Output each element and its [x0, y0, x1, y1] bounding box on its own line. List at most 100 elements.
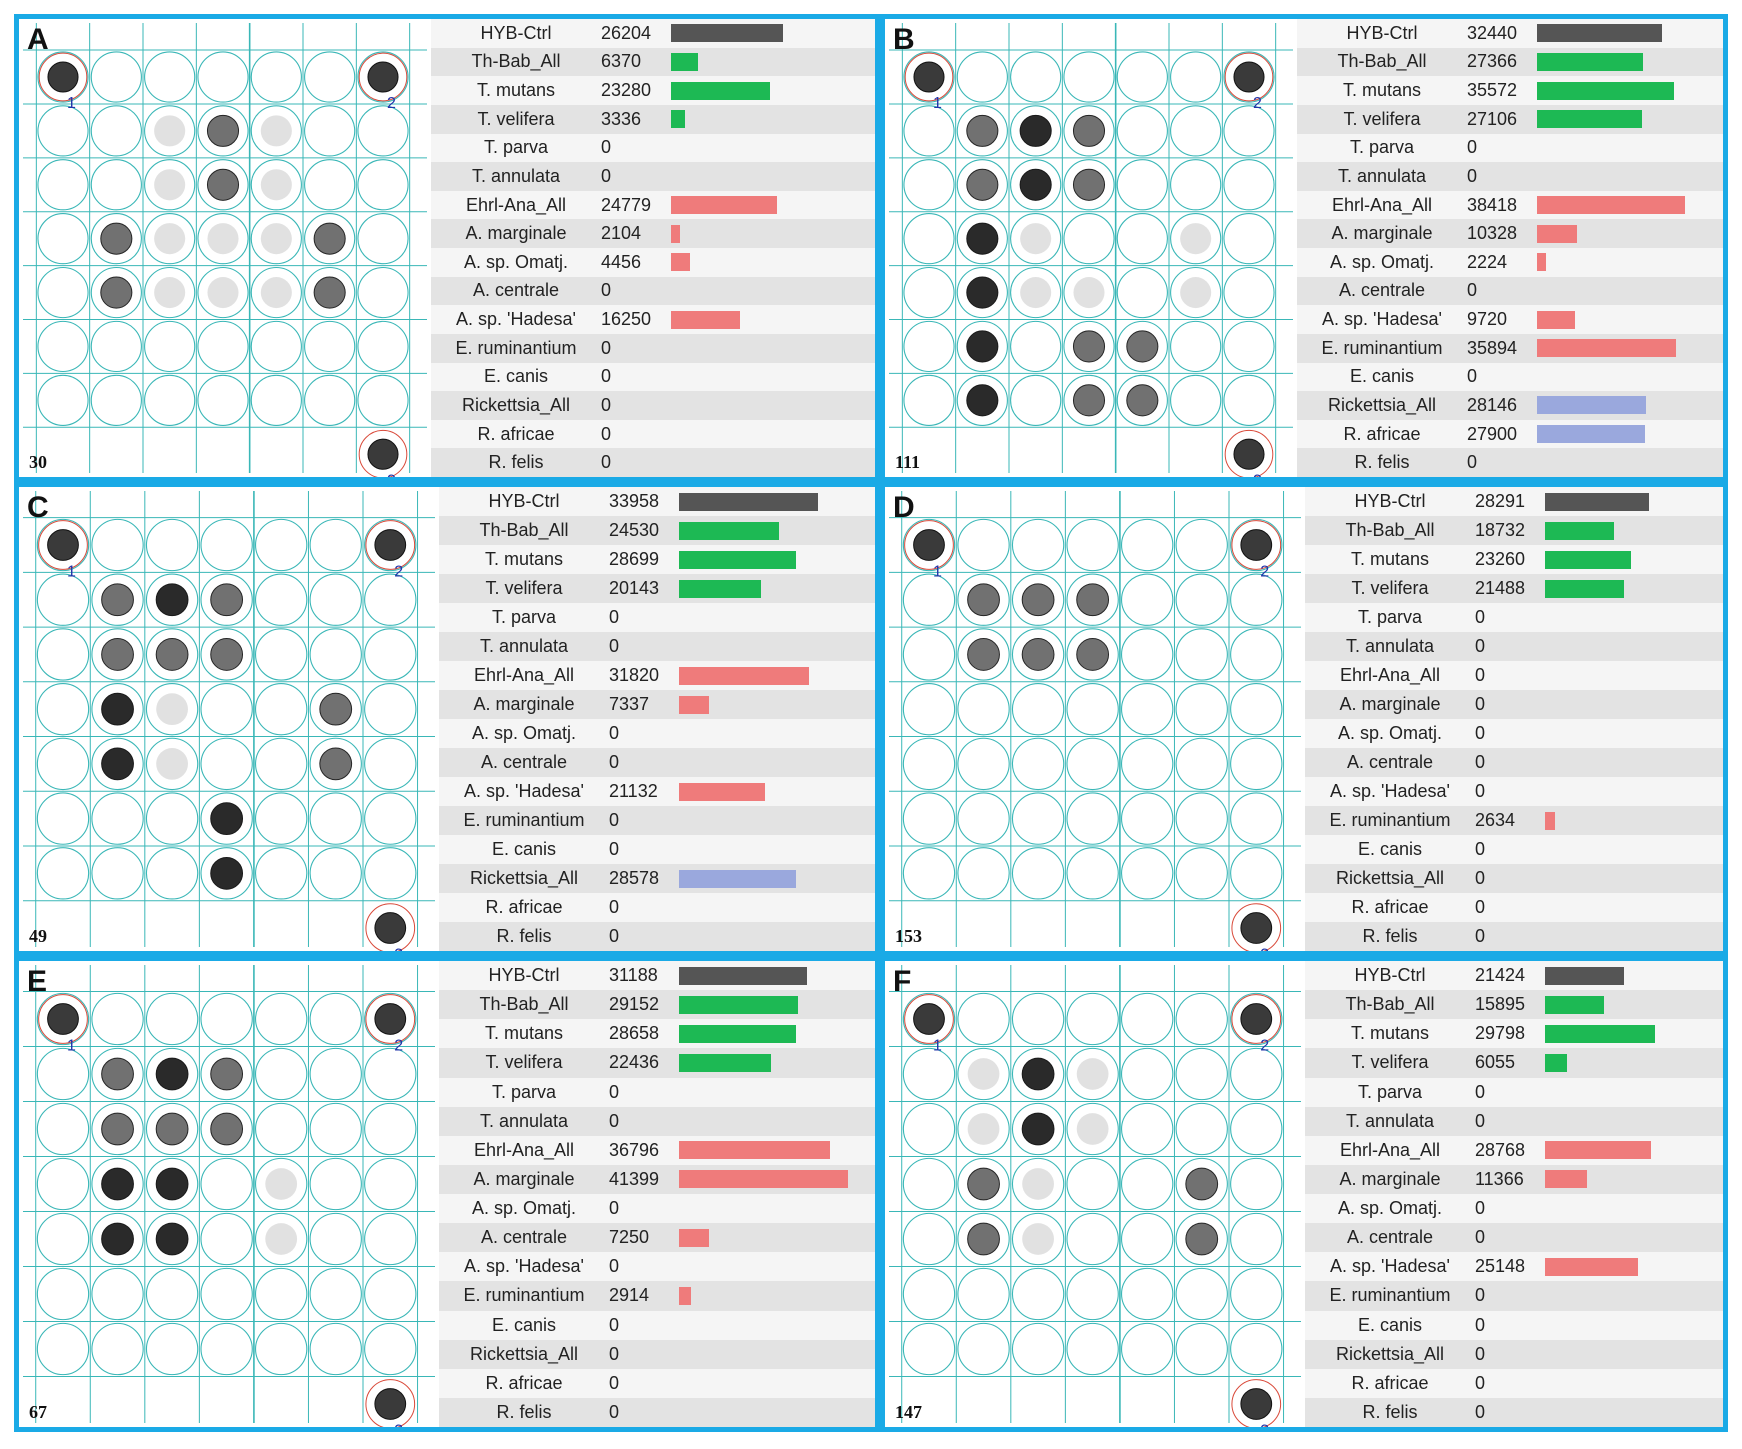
- marker-ring: [358, 429, 408, 477]
- marker-label: 3: [1253, 472, 1262, 477]
- grid-circle: [1063, 105, 1115, 157]
- probe-row: A. sp. Omatj. 2224: [1297, 248, 1723, 277]
- probe-name: Rickettsia_All: [469, 868, 579, 888]
- probe-name: A. sp. 'Hadesa': [464, 781, 584, 801]
- signal-bar: [679, 1141, 830, 1160]
- grid-circle: [304, 266, 356, 319]
- grid-circle: [364, 792, 417, 845]
- grid-circle: [145, 1047, 199, 1101]
- probe-name: E. ruminantium: [1329, 1285, 1451, 1306]
- probe-signal-value: 0: [1475, 897, 1486, 917]
- marker-spot: [374, 1003, 407, 1035]
- probe-signal-value: 33958: [609, 491, 660, 511]
- grid-circle: [364, 573, 417, 626]
- grid-circle: [1230, 628, 1283, 681]
- probe-name: HYB-Ctrl: [488, 965, 560, 986]
- marker-ring: [38, 994, 88, 1044]
- probe-signal-value: 7337: [609, 694, 650, 714]
- probe-name: A. marginale: [1339, 694, 1441, 714]
- probe-name: A. centrale: [480, 1227, 568, 1248]
- grid-circle: [1120, 992, 1174, 1046]
- probe-row: T. annulata 0: [431, 162, 875, 191]
- grid-circle: [364, 518, 417, 572]
- grid-circle: [357, 266, 409, 319]
- bar-cell: [671, 219, 875, 248]
- hybridization-spot: [207, 223, 239, 255]
- bar-cell: [679, 835, 875, 864]
- probe-name: A. marginale: [1331, 223, 1433, 244]
- grid-circle: [1175, 682, 1228, 736]
- bar-cell: [679, 1252, 875, 1281]
- probe-name: Th-Bab_All: [479, 994, 569, 1015]
- probe-name: R. africae: [477, 423, 555, 444]
- grid-circle: [91, 1267, 144, 1321]
- grid-circle: [200, 792, 253, 845]
- hybridization-spot: [155, 583, 189, 617]
- signal-bar: [679, 579, 762, 598]
- probe-name: T. parva: [1349, 137, 1415, 158]
- probe-name: R. felis: [488, 452, 544, 473]
- probe-row: T. mutans 29798: [1305, 1019, 1723, 1049]
- hybridization-spot: [967, 638, 1000, 671]
- grid-circle: [254, 1322, 308, 1376]
- probe-name: A. sp. 'Hadesa': [464, 1256, 584, 1277]
- hybridization-spot: [155, 1057, 189, 1091]
- grid-circle: [1066, 1212, 1119, 1266]
- probe-signal-value: 0: [1475, 665, 1486, 685]
- probe-signal-value: 28291: [1475, 491, 1526, 511]
- probe-row: HYB-Ctrl 32440: [1297, 19, 1723, 48]
- probe-signal-value: 3336: [601, 108, 642, 129]
- probe-row: E. ruminantium 35894: [1297, 333, 1723, 363]
- probe-row: Th-Bab_All 15895: [1305, 990, 1723, 1020]
- grid-circle: [1170, 105, 1222, 157]
- grid-circle: [37, 266, 89, 319]
- probe-name: Th-Bab_All: [471, 51, 561, 72]
- probe-signal-value: 0: [1475, 1372, 1486, 1393]
- probe-row: R. felis 0: [431, 448, 875, 477]
- probe-signal-value: 0: [601, 280, 612, 301]
- probe-name: R. africae: [1351, 897, 1429, 917]
- probe-name: T. annulata: [471, 165, 561, 186]
- probe-name: T. velifera: [477, 108, 555, 129]
- grid-circle: [250, 51, 302, 103]
- probe-signal-value: 28768: [1475, 1139, 1526, 1160]
- bar-cell: [1545, 545, 1723, 574]
- probe-name: HYB-Ctrl: [1346, 22, 1418, 43]
- grid-circle: [1010, 374, 1062, 426]
- grid-circle: [91, 518, 144, 572]
- probe-row: Ehrl-Ana_All 24779: [431, 190, 875, 220]
- marker-ring: [904, 52, 954, 102]
- grid-circle: [902, 992, 956, 1046]
- probe-name: E. canis: [491, 1314, 557, 1335]
- marker-label: 3: [394, 1423, 403, 1427]
- probe-row: Ehrl-Ana_All 38418: [1297, 190, 1723, 220]
- grid-circle: [309, 573, 362, 626]
- signal-bar: [1537, 81, 1675, 100]
- probe-name: Rickettsia_All: [1335, 868, 1445, 888]
- probe-signal-value: 0: [601, 337, 612, 358]
- probe-row: E. ruminantium 0: [1305, 1281, 1723, 1311]
- probe-name: T. annulata: [1337, 165, 1427, 186]
- hybridization-spot: [1021, 583, 1055, 617]
- probe-name: T. parva: [1357, 607, 1423, 627]
- probe-row: A. marginale 0: [1305, 690, 1723, 719]
- bar-cell: [679, 1398, 875, 1427]
- hybridization-spot: [260, 169, 292, 201]
- bar-cell: [1537, 420, 1723, 449]
- probe-name: A. sp. Omatj.: [1329, 251, 1435, 272]
- grid-circle: [957, 992, 1010, 1046]
- probe-row: A. marginale 2104: [431, 219, 875, 248]
- probe-results-table: HYB-Ctrl 28291 Th-Bab_All 18732 T. mutans 232…: [1305, 487, 1723, 951]
- grid-circle: [1230, 682, 1283, 736]
- grid-circle: [145, 1322, 199, 1376]
- probe-row: T. velifera 21488: [1305, 574, 1723, 603]
- hybridization-spot: [1073, 277, 1105, 309]
- grid-circle: [304, 159, 356, 211]
- signal-bar: [1537, 339, 1676, 358]
- probe-signal-value: 0: [601, 394, 612, 415]
- hybridization-spot: [210, 583, 244, 617]
- probe-signal-value: 6055: [1475, 1052, 1516, 1073]
- grid-circle: [37, 51, 89, 103]
- probe-name: E. ruminantium: [1329, 810, 1451, 830]
- grid-circle: [309, 1212, 362, 1266]
